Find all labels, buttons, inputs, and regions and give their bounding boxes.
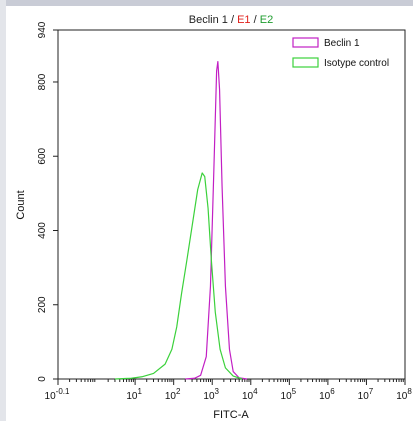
- x-tick-label: 107: [358, 387, 374, 402]
- y-tick-label: 0: [37, 376, 48, 382]
- window-left-band: [0, 0, 6, 421]
- x-tick-label: 101: [126, 387, 142, 402]
- y-tick-label: 940: [37, 21, 48, 38]
- y-axis-title: Count: [15, 190, 27, 219]
- title-part: E1: [237, 14, 250, 26]
- x-tick-label: 105: [281, 387, 297, 402]
- x-tick-label: 106: [319, 387, 335, 402]
- y-tick-label: 400: [37, 222, 48, 239]
- plot-frame: [57, 29, 406, 380]
- chart-title: Beclin 1 / E1 / E2: [189, 14, 273, 26]
- title-part: Beclin 1: [189, 14, 228, 26]
- y-tick-label: 800: [37, 73, 48, 90]
- title-part: /: [251, 14, 260, 26]
- title-part: /: [228, 14, 237, 26]
- legend-swatch: [292, 57, 319, 68]
- series-line-beclin-1: [185, 60, 248, 380]
- legend-swatch: [292, 37, 319, 48]
- y-tick-label: 600: [37, 147, 48, 164]
- title-part: E2: [260, 14, 273, 26]
- x-tick-label: 102: [165, 387, 181, 402]
- x-tick-label: 10-0.1: [45, 387, 70, 402]
- legend-label: Isotype control: [324, 58, 389, 69]
- y-tick-label: 200: [37, 296, 48, 313]
- x-axis-title: FITC-A: [213, 409, 249, 421]
- window-top-band: [0, 0, 413, 6]
- x-tick-label: 104: [242, 387, 258, 402]
- series-line-isotype-control: [114, 172, 243, 380]
- legend-label: Beclin 1: [324, 38, 360, 49]
- x-tick-label: 108: [396, 387, 412, 402]
- x-tick-label: 103: [203, 387, 219, 402]
